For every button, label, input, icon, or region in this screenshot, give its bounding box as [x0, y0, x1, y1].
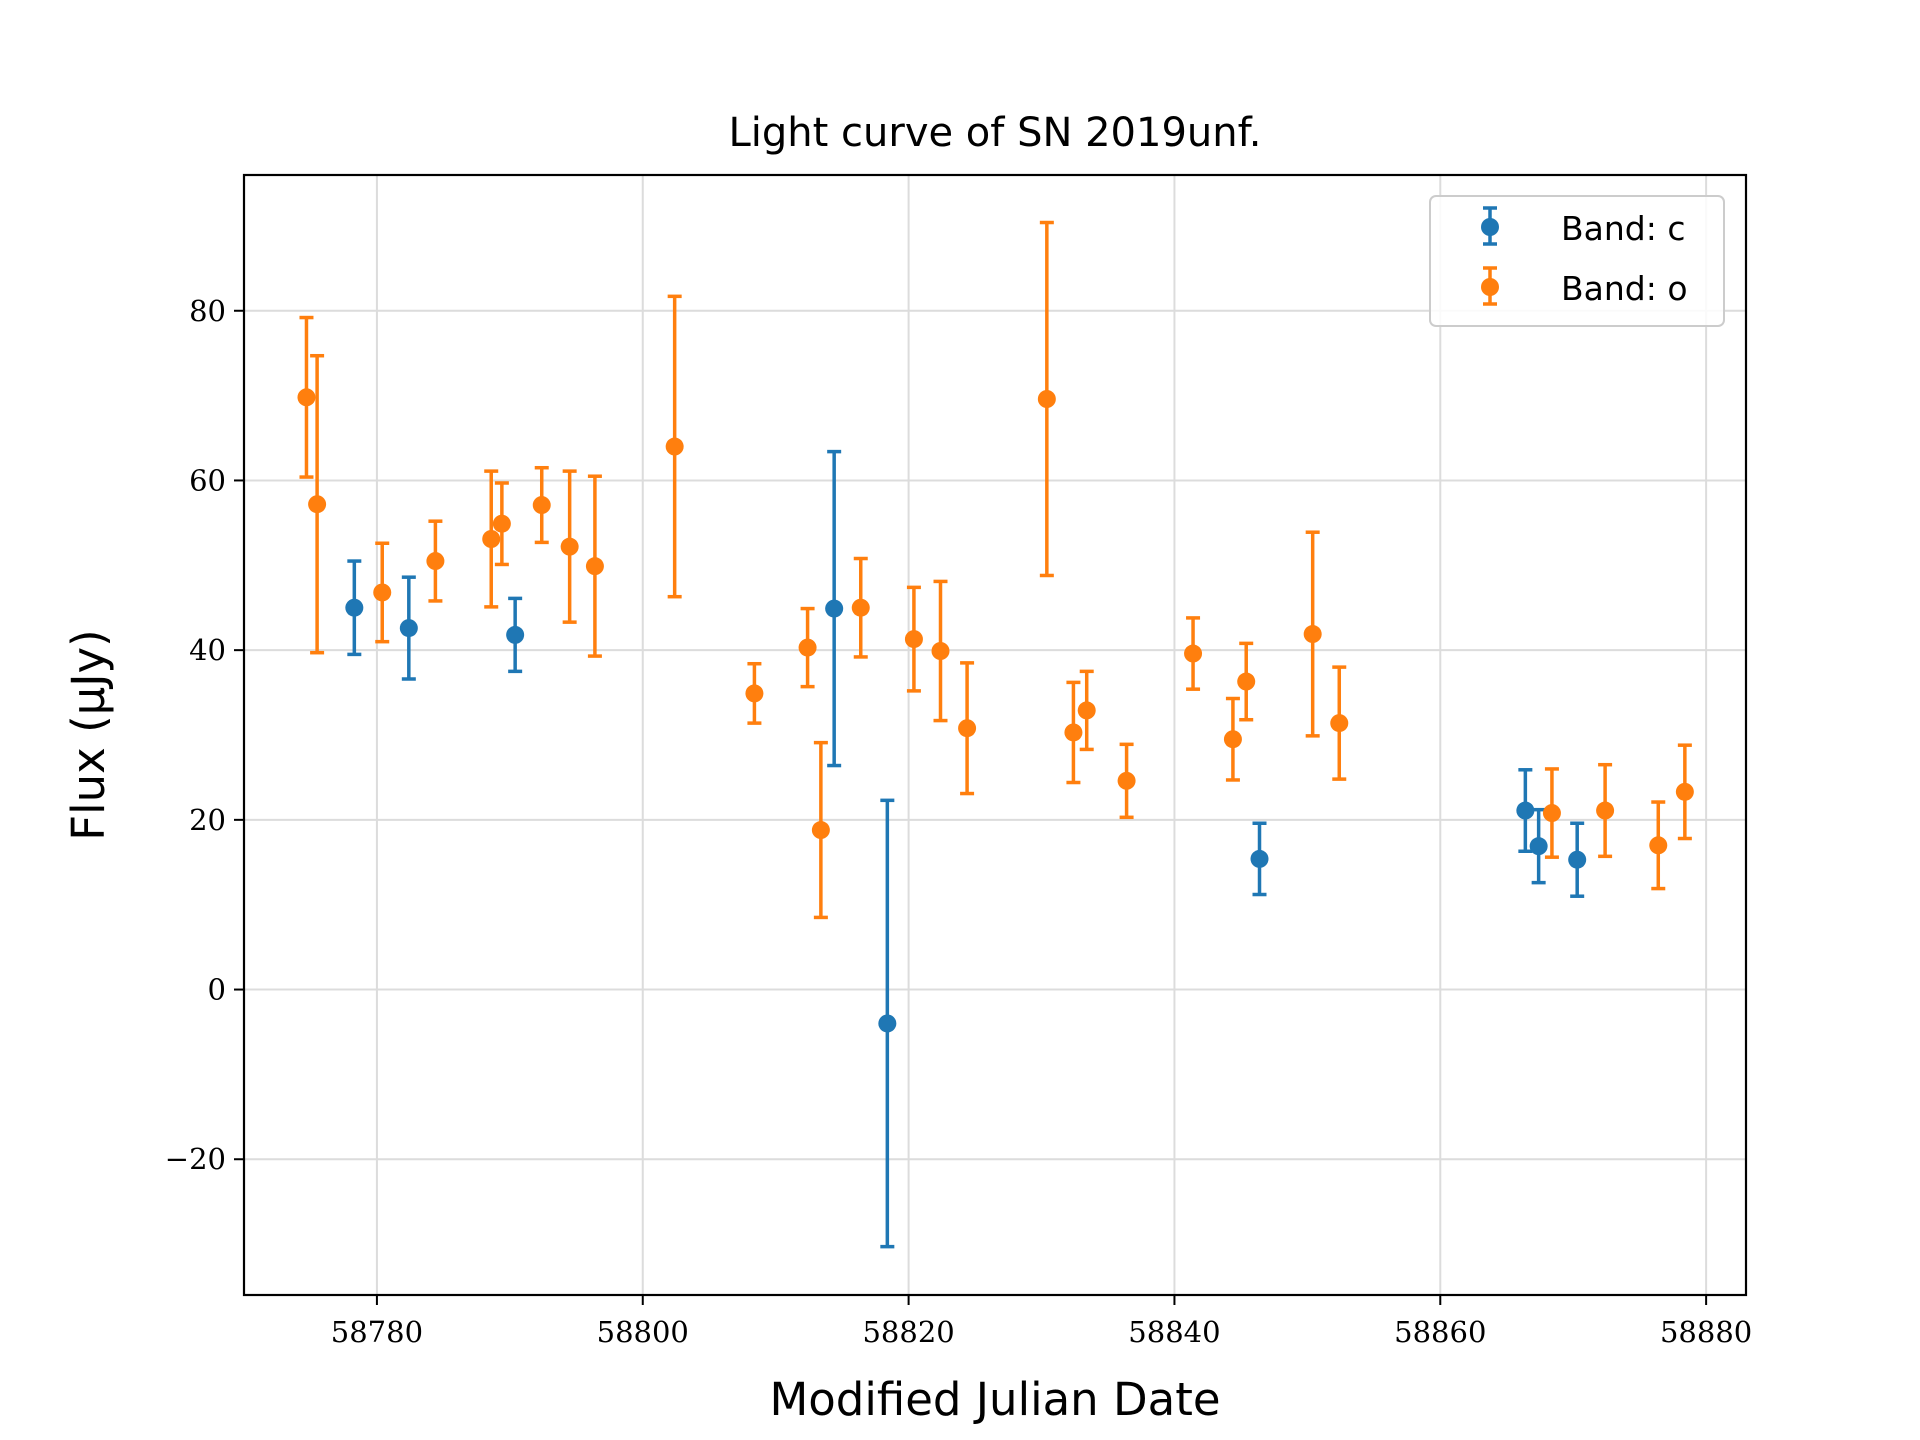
- band-c-point: [506, 625, 525, 644]
- band-o-point: [958, 719, 977, 738]
- legend-label-band-o: Band: o: [1561, 269, 1688, 308]
- x-tick-label: 58840: [1128, 1315, 1220, 1349]
- band-c-point: [1529, 837, 1548, 856]
- band-c-point: [1568, 850, 1587, 869]
- band-o-point: [532, 496, 551, 515]
- legend-marker-band-c: [1481, 206, 1499, 246]
- x-tick-label: 58780: [331, 1315, 423, 1349]
- band-o-point: [665, 437, 684, 456]
- x-tick-label: 58820: [862, 1315, 954, 1349]
- band-o-point: [811, 821, 830, 840]
- legend: Band: c Band: o: [1429, 195, 1725, 327]
- band-c-point: [1516, 801, 1535, 820]
- band-o-point: [297, 388, 316, 407]
- legend-marker-band-o: [1481, 266, 1499, 306]
- band-c-point: [1250, 849, 1269, 868]
- chart-title: Light curve of SN 2019unf.: [728, 110, 1261, 156]
- band-o-point: [1649, 836, 1668, 855]
- band-o-point: [1184, 644, 1203, 663]
- band-o-point: [745, 684, 764, 703]
- x-tick-label: 58860: [1394, 1315, 1486, 1349]
- band-o-point: [1542, 804, 1561, 823]
- grid: [244, 175, 1746, 1295]
- y-tick-label: −20: [165, 1142, 226, 1176]
- band-o-point: [1330, 714, 1349, 733]
- y-tick-label: 80: [189, 294, 226, 328]
- band-c-point: [825, 599, 844, 618]
- band-o-point: [1303, 625, 1322, 644]
- band-o-point: [1223, 730, 1242, 749]
- plot-frame: [242, 173, 1748, 1297]
- legend-box: [1429, 195, 1725, 327]
- band-o-point: [1077, 701, 1096, 720]
- band-c-point: [345, 598, 364, 617]
- data-series: [297, 220, 1694, 1249]
- band-c-point: [878, 1014, 897, 1033]
- y-axis-label: Flux (μJy): [62, 629, 115, 841]
- legend-band-o-point: [1481, 278, 1499, 296]
- legend-band-c-point: [1481, 218, 1499, 236]
- x-axis-label: Modified Julian Date: [769, 1373, 1220, 1426]
- legend-label-band-c: Band: c: [1561, 209, 1685, 248]
- x-tick-label: 58800: [597, 1315, 689, 1349]
- band-o-point: [482, 530, 501, 548]
- y-tick-label: 60: [189, 463, 226, 497]
- series-band-c: [345, 449, 1587, 1249]
- band-o-point: [931, 642, 950, 660]
- y-tick-label: 20: [189, 803, 226, 837]
- band-o-point: [1064, 723, 1083, 742]
- y-tick-label: 0: [208, 973, 226, 1007]
- band-o-point: [798, 638, 817, 657]
- band-o-point: [308, 495, 327, 514]
- band-o-point: [492, 514, 511, 533]
- band-o-point: [1037, 390, 1056, 408]
- band-o-point: [426, 552, 445, 571]
- band-o-point: [851, 598, 870, 617]
- band-o-point: [585, 557, 604, 576]
- axis-ticks: 58780 58800 58820 58840 58860 58880 −20 0 20 40 60…: [165, 294, 1752, 1349]
- band-c-point: [399, 619, 418, 638]
- band-o-point: [1675, 782, 1694, 801]
- series-band-o: [297, 220, 1694, 920]
- band-o-point: [1237, 672, 1256, 691]
- band-o-point: [1117, 771, 1136, 790]
- band-o-point: [560, 537, 579, 556]
- y-tick-label: 40: [189, 633, 226, 667]
- x-tick-label: 58880: [1660, 1315, 1752, 1349]
- band-o-point: [904, 630, 923, 649]
- band-o-point: [1596, 801, 1615, 820]
- band-o-point: [373, 583, 392, 602]
